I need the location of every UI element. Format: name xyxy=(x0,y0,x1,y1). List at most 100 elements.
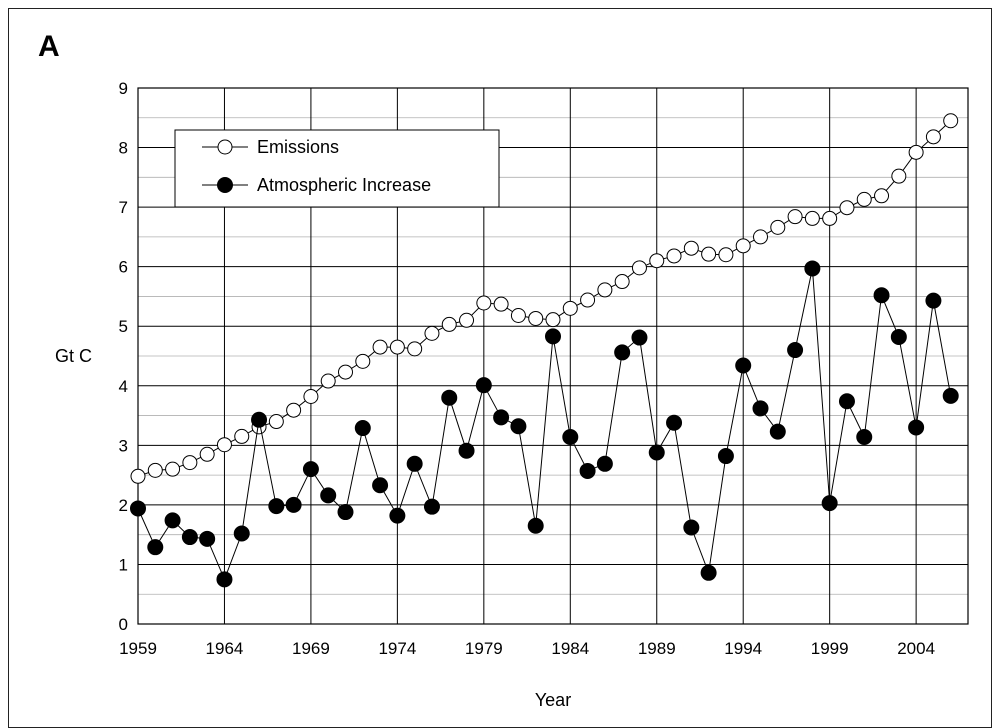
data-point xyxy=(596,455,613,472)
data-point xyxy=(700,564,717,581)
data-point xyxy=(476,295,492,311)
data-point xyxy=(683,240,699,256)
x-tick-label: 1999 xyxy=(811,639,849,658)
y-axis-tick-labels: 0 1 2 3 4 5 6 7 8 9 xyxy=(119,79,128,634)
data-point xyxy=(683,519,700,536)
data-point xyxy=(666,414,683,431)
data-point xyxy=(717,448,734,465)
data-point xyxy=(130,500,146,517)
data-point xyxy=(804,210,820,226)
data-point xyxy=(354,420,371,437)
data-point xyxy=(735,238,751,254)
data-point xyxy=(216,437,232,453)
data-point xyxy=(735,357,752,374)
data-point xyxy=(338,364,353,380)
data-point xyxy=(199,530,216,547)
data-point xyxy=(268,414,284,430)
data-point xyxy=(320,487,337,504)
data-point xyxy=(718,247,734,263)
data-point xyxy=(838,393,855,410)
y-tick-label: 8 xyxy=(119,139,128,158)
data-point xyxy=(286,402,302,418)
series-emissions xyxy=(130,113,959,484)
data-point xyxy=(943,113,959,129)
data-point xyxy=(891,168,907,184)
data-point xyxy=(890,328,907,345)
legend-label: Emissions xyxy=(257,137,339,157)
x-tick-label: 1984 xyxy=(551,639,589,658)
data-point xyxy=(268,498,285,515)
x-tick-label: 1974 xyxy=(378,639,416,658)
x-tick-label: 1959 xyxy=(119,639,157,658)
data-point xyxy=(839,200,855,216)
data-point xyxy=(372,339,388,355)
x-tick-label: 1969 xyxy=(292,639,330,658)
data-point xyxy=(649,253,665,269)
x-tick-label: 1994 xyxy=(724,639,762,658)
x-tick-label: 1979 xyxy=(465,639,503,658)
data-point xyxy=(873,287,890,304)
series-line xyxy=(137,268,952,581)
data-point xyxy=(666,248,682,264)
data-point xyxy=(147,539,164,556)
data-point xyxy=(631,260,647,276)
figure-frame xyxy=(8,8,992,728)
y-tick-label: 9 xyxy=(119,79,128,98)
data-point xyxy=(908,144,924,160)
data-point xyxy=(701,246,717,262)
data-point xyxy=(580,292,596,308)
legend-marker xyxy=(217,139,233,155)
panel-label: A xyxy=(38,30,60,63)
y-tick-label: 4 xyxy=(119,377,128,396)
data-point xyxy=(753,229,768,245)
data-point xyxy=(493,409,510,426)
data-point xyxy=(787,342,804,359)
data-point xyxy=(320,373,336,389)
data-point xyxy=(510,308,526,324)
x-tick-label: 2004 xyxy=(897,639,935,658)
data-point xyxy=(389,507,406,524)
data-point xyxy=(925,129,941,145)
x-tick-label: 1964 xyxy=(206,639,244,658)
data-point xyxy=(441,316,457,332)
data-point xyxy=(528,310,544,326)
x-axis-title: Year xyxy=(535,690,571,710)
data-point xyxy=(372,477,389,494)
data-point xyxy=(406,455,423,472)
data-point xyxy=(942,387,959,404)
series-atmospheric-increase xyxy=(130,260,959,588)
data-point xyxy=(459,312,475,328)
data-point xyxy=(579,462,596,479)
data-point xyxy=(856,428,873,445)
data-point xyxy=(199,446,215,462)
plot-area-border xyxy=(137,87,969,625)
data-point xyxy=(510,418,527,435)
data-point xyxy=(355,353,371,369)
data-point xyxy=(874,188,890,204)
y-tick-label: 1 xyxy=(119,555,128,574)
data-point xyxy=(130,468,146,484)
data-point xyxy=(614,344,631,361)
y-tick-label: 7 xyxy=(119,198,128,217)
y-tick-label: 6 xyxy=(119,258,128,277)
data-point xyxy=(614,274,630,290)
data-point xyxy=(545,312,561,328)
y-tick-label: 0 xyxy=(119,615,128,634)
y-axis-title: Gt C xyxy=(55,346,92,366)
y-tick-label: 3 xyxy=(119,436,128,455)
legend: Emissions Atmospheric Increase xyxy=(174,129,500,208)
data-point xyxy=(925,292,942,309)
data-point xyxy=(475,377,492,394)
series-layer xyxy=(130,113,959,588)
data-point xyxy=(822,210,838,226)
data-point xyxy=(182,455,198,471)
y-tick-label: 2 xyxy=(119,496,128,515)
data-point xyxy=(181,529,198,546)
legend-label: Atmospheric Increase xyxy=(257,175,431,195)
data-point xyxy=(769,423,786,440)
data-point xyxy=(424,325,440,341)
data-point xyxy=(216,571,233,588)
data-point xyxy=(251,411,268,428)
data-point xyxy=(164,512,181,529)
data-point xyxy=(908,419,925,436)
